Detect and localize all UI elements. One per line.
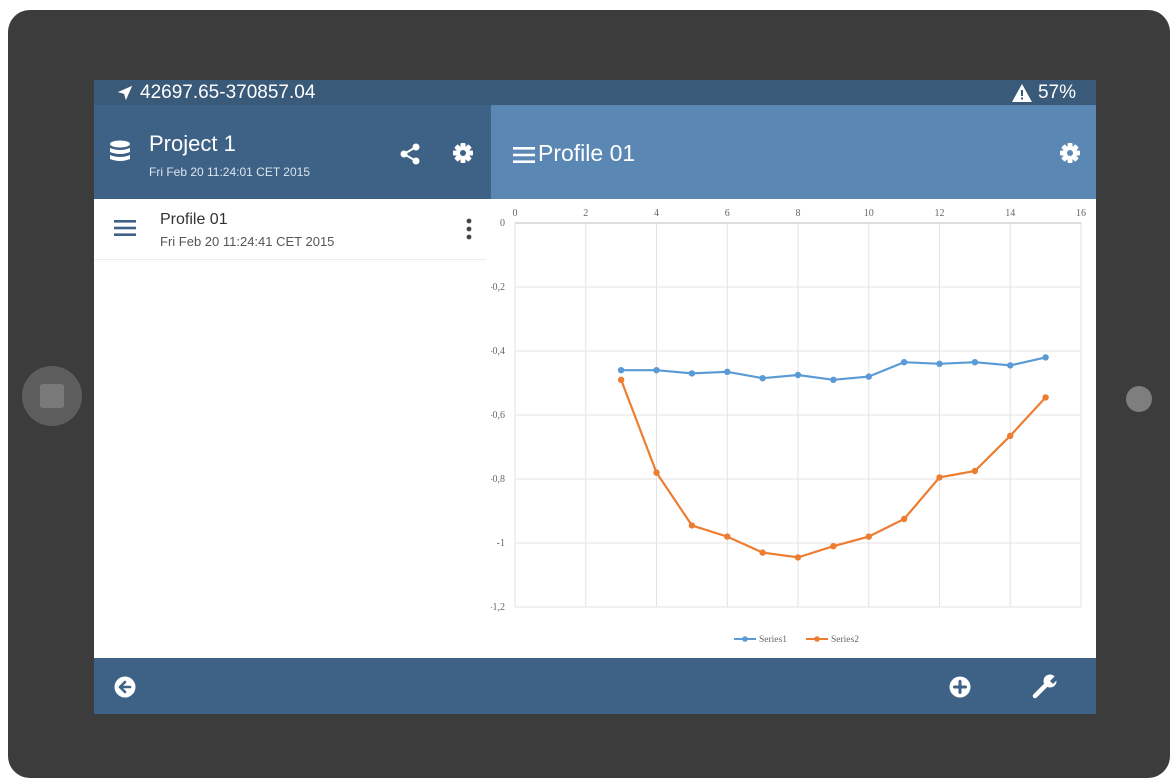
data-point	[971, 467, 979, 475]
data-point	[830, 543, 837, 550]
data-point	[900, 515, 908, 523]
home-button-square-icon	[40, 384, 64, 408]
camera-dot	[1126, 386, 1152, 412]
project-settings-gear-icon[interactable]	[452, 142, 474, 169]
series-line-1	[621, 356, 1046, 381]
y-tick-label: -0,2	[491, 282, 505, 293]
data-point	[1007, 432, 1014, 439]
data-point	[936, 474, 943, 481]
legend-label-1: Series1	[759, 635, 787, 645]
data-point	[653, 469, 660, 476]
data-point	[865, 533, 872, 540]
status-bar: 42697.65-370857.04 57%	[94, 80, 1096, 105]
data-point	[653, 367, 660, 374]
warning-triangle-icon	[1011, 84, 1032, 102]
legend-label-2: Series2	[831, 635, 859, 645]
y-tick-label: -1,2	[491, 602, 505, 613]
share-icon[interactable]	[399, 143, 421, 170]
list-item-date: Fri Feb 20 11:24:41 CET 2015	[160, 234, 335, 249]
data-point	[971, 359, 979, 366]
x-tick-label: 2	[583, 208, 588, 219]
add-circle-icon[interactable]	[949, 676, 971, 703]
data-point	[794, 371, 802, 379]
data-point	[936, 360, 943, 367]
data-point	[830, 376, 837, 383]
x-tick-label: 12	[935, 208, 945, 219]
location-readout: 42697.65-370857.04	[116, 82, 315, 104]
data-point	[724, 533, 731, 540]
data-point	[759, 549, 766, 556]
battery-readout: 57%	[1011, 82, 1076, 104]
profile-chart: 0 2 4 6 8 10 12 14 16 0 -0,2 -0,4 -0,6 -0,8 -1 -1,2 Seri…	[489, 199, 1096, 657]
navigation-arrow-icon	[116, 84, 134, 102]
y-tick-label: 0	[500, 218, 505, 229]
data-point	[794, 554, 802, 561]
data-point	[1007, 362, 1014, 369]
data-point	[1042, 354, 1049, 361]
wrench-icon[interactable]	[1032, 673, 1058, 704]
y-tick-label: -0,8	[491, 474, 505, 485]
project-header: Project 1 Fri Feb 20 11:24:01 CET 2015	[94, 105, 491, 199]
x-tick-label: 0	[513, 208, 518, 219]
data-point	[900, 359, 908, 366]
data-point	[865, 373, 872, 380]
x-tick-label: 4	[654, 208, 659, 219]
legend-marker-1	[742, 636, 748, 642]
x-tick-label: 14	[1005, 208, 1015, 219]
hamburger-icon[interactable]	[513, 146, 535, 169]
more-vert-icon[interactable]	[466, 218, 472, 245]
app-screen: 42697.65-370857.04 57% Project 1 Fri Feb…	[94, 80, 1096, 714]
battery-percent: 57%	[1037, 82, 1076, 103]
y-tick-label: -0,6	[491, 410, 505, 421]
coordinates-text: 42697.65-370857.04	[140, 82, 316, 103]
profile-header-title: Profile 01	[538, 140, 636, 166]
project-title: Project 1	[149, 131, 236, 156]
series-line-2	[620, 379, 1047, 559]
profile-settings-gear-icon[interactable]	[1059, 142, 1081, 169]
data-point	[1042, 394, 1049, 401]
back-arrow-icon[interactable]	[114, 676, 136, 703]
data-point	[688, 522, 696, 529]
data-point	[617, 376, 625, 383]
data-point	[759, 375, 766, 382]
line-chart: 0 2 4 6 8 10 12 14 16 0 -0,2 -0,4 -0,6 -0,8 -1 -1,2 Seri…	[489, 208, 1086, 645]
data-point	[724, 368, 731, 375]
x-tick-label: 6	[725, 208, 730, 219]
y-tick-label: -0,4	[491, 346, 505, 357]
x-tick-label: 8	[796, 208, 801, 219]
database-icon	[108, 140, 132, 171]
profile-list: Profile 01 Fri Feb 20 11:24:41 CET 2015	[94, 199, 491, 657]
x-tick-label: 16	[1076, 208, 1086, 219]
home-button[interactable]	[22, 366, 82, 426]
bottom-toolbar	[94, 658, 1096, 714]
hamburger-icon	[114, 219, 136, 242]
list-item-title: Profile 01	[160, 211, 228, 228]
list-item[interactable]: Profile 01 Fri Feb 20 11:24:41 CET 2015	[94, 199, 486, 260]
y-tick-label: -1	[497, 538, 505, 549]
x-tick-label: 10	[864, 208, 874, 219]
project-date: Fri Feb 20 11:24:01 CET 2015	[149, 165, 310, 179]
profile-header: Profile 01	[491, 105, 1096, 199]
data-point	[688, 370, 696, 377]
legend-marker-2	[814, 636, 820, 642]
data-point	[617, 367, 625, 374]
